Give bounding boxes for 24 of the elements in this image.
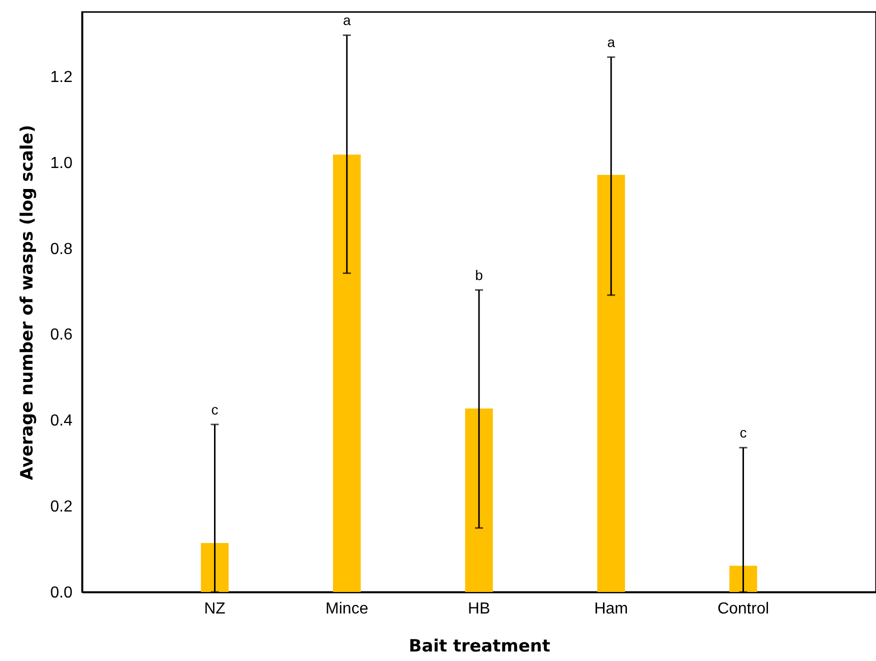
annotation: a <box>342 12 351 28</box>
y-tick-label: 0.4 <box>50 412 73 430</box>
x-tick-label: Mince <box>326 600 368 618</box>
x-tick-label: NZ <box>204 600 226 618</box>
annotation: c <box>211 401 218 418</box>
bar <box>729 566 758 592</box>
y-axis-title: Average number of wasps (log scale) <box>17 124 38 480</box>
annotation: b <box>475 266 484 283</box>
y-tick-label: 0.2 <box>50 498 73 516</box>
annotation: a <box>607 34 616 50</box>
bar <box>200 543 229 592</box>
bar <box>597 174 625 592</box>
y-tick-label: 1.0 <box>50 154 73 172</box>
bar <box>333 154 361 592</box>
y-tick-label: 1.2 <box>50 68 73 86</box>
y-tick-label: 0.6 <box>50 326 73 344</box>
x-tick-label: Control <box>717 600 770 618</box>
y-tick-label: 0.8 <box>50 240 73 258</box>
bar <box>465 408 493 592</box>
x-tick-label: HB <box>468 600 490 618</box>
y-tick-label: 0.0 <box>50 584 73 602</box>
x-tick-label: Ham <box>594 600 628 618</box>
x-axis-title: Bait treatment <box>408 636 550 656</box>
annotation: c <box>740 424 747 441</box>
